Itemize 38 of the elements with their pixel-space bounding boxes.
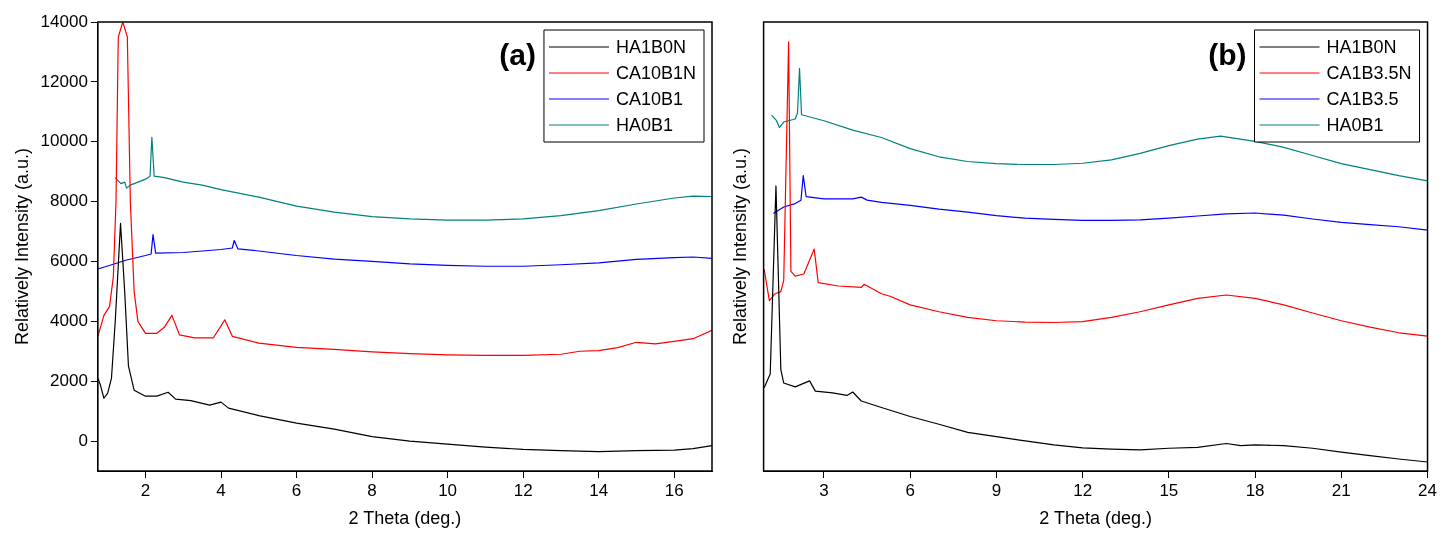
y-tick-label: 4000 [50, 311, 88, 331]
y-tick-label: 6000 [50, 251, 88, 271]
x-tick-label: 24 [1418, 480, 1438, 500]
x-tick-label: 3 [819, 480, 829, 500]
y-axis-title: Relatively Intensity (a.u.) [729, 147, 750, 346]
legend-label: CA10B1 [615, 88, 683, 109]
x-tick-label: 12 [1073, 480, 1093, 500]
legend-label: HA1B0N [615, 36, 686, 57]
y-tick-label: 12000 [40, 71, 88, 91]
chart-title: (b) [1208, 38, 1247, 72]
x-tick-label: 18 [1245, 480, 1265, 500]
x-axis-title: 2 Theta (deg.) [1039, 508, 1152, 529]
x-tick-label: 4 [216, 480, 226, 500]
y-axis-title: Relatively Intensity (a.u.) [11, 147, 32, 346]
y-tick-label: 14000 [40, 11, 88, 31]
legend-label: CA10B1N [615, 62, 696, 83]
x-tick-label: 12 [513, 480, 533, 500]
x-axis-title: 2 Theta (deg.) [348, 508, 462, 529]
x-tick-label: 6 [905, 480, 915, 500]
x-tick-label: 8 [367, 480, 377, 500]
y-tick-label: 10000 [40, 131, 88, 151]
legend-label: CA1B3.5N [1326, 62, 1412, 83]
x-tick-label: 21 [1331, 480, 1351, 500]
text: (a) [499, 38, 536, 72]
x-tick-label: 9 [991, 480, 1002, 500]
legend-label: HA1B0N [1326, 36, 1397, 57]
legend-label: CA1B3.5 [1326, 88, 1399, 109]
legend-label: HA0B1 [615, 114, 673, 135]
y-tick-label: 8000 [50, 191, 88, 211]
x-tick-label: 6 [291, 480, 302, 500]
x-tick-label: 15 [1159, 480, 1179, 500]
x-tick-label: 10 [438, 480, 458, 500]
y-tick-label: 0 [78, 430, 88, 450]
legend-label: HA0B1 [1326, 114, 1384, 135]
x-tick-label: 14 [589, 480, 609, 500]
x-tick-label: 16 [664, 480, 684, 500]
x-tick-label: 2 [140, 480, 151, 500]
y-tick-label: 2000 [50, 370, 88, 390]
